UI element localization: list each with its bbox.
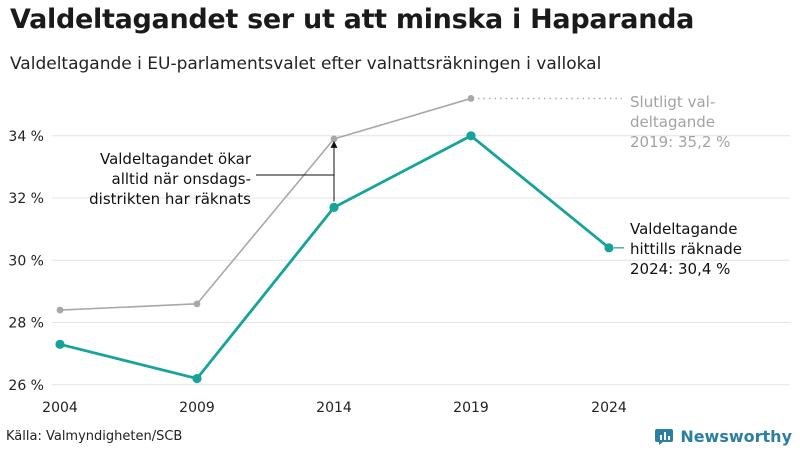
- grid-lines: [52, 135, 790, 386]
- chart-title: Valdeltagandet ser ut att minska i Hapar…: [10, 4, 695, 35]
- x-tick-label: 2019: [453, 400, 489, 416]
- data-point-main: [329, 202, 339, 212]
- x-tick-label: 2014: [316, 400, 352, 416]
- x-tick-label: 2024: [591, 400, 627, 416]
- wednesday-note-line: alltid när onsdags-: [112, 170, 251, 188]
- y-tick-label: 28 %: [8, 316, 44, 332]
- data-point-final: [56, 306, 64, 314]
- series: [55, 95, 614, 384]
- y-tick-label: 34 %: [8, 129, 44, 145]
- y-tick-label: 30 %: [8, 253, 44, 269]
- data-point-final: [193, 300, 201, 308]
- annotations: Slutligt val-deltagande 2019: 35,2 % Valde…: [89, 93, 742, 278]
- series-line-final: [59, 97, 472, 311]
- current-2024-note-line: 2024: 30,4 %: [630, 260, 730, 278]
- data-point-main: [466, 131, 476, 141]
- y-tick-label: 32 %: [8, 191, 44, 207]
- y-tick-label: 26 %: [8, 378, 44, 394]
- brand-name: Newsworthy: [680, 426, 792, 446]
- current-2024-note-line: Valdeltagande: [630, 220, 737, 238]
- chart-subtitle: Valdeltagande i EU-parlamentsvalet efter…: [10, 54, 602, 74]
- data-point-main: [192, 373, 202, 384]
- x-tick-label: 2009: [179, 400, 215, 416]
- y-axis-ticks: 26 % 28 % 30 % 32 % 34 %: [8, 129, 44, 394]
- data-point-final: [330, 135, 338, 143]
- wednesday-arrow-head: [330, 140, 338, 148]
- wednesday-note-line: distrikten har räknats: [89, 190, 251, 208]
- source-note: Källa: Valmyndigheten/SCB: [6, 429, 183, 444]
- final-2019-note-line: Slutligt val-: [630, 93, 715, 111]
- data-point-final: [467, 95, 475, 102]
- wednesday-note-line: Valdeltagandet ökar: [100, 150, 252, 168]
- final-2019-note-line: 2019: 35,2 %: [630, 133, 730, 151]
- brand-logo[interactable]: Newsworthy: [655, 426, 792, 446]
- final-2019-note-line: deltagande: [630, 113, 715, 131]
- x-axis-ticks: 2004 2009 2014 2019 2024: [42, 400, 627, 416]
- x-tick-label: 2004: [42, 400, 78, 416]
- data-point-main: [55, 339, 65, 349]
- newsworthy-logo-icon: [655, 429, 674, 445]
- data-point-main: [604, 243, 614, 253]
- current-2024-note-line: hittills räknade: [630, 240, 742, 258]
